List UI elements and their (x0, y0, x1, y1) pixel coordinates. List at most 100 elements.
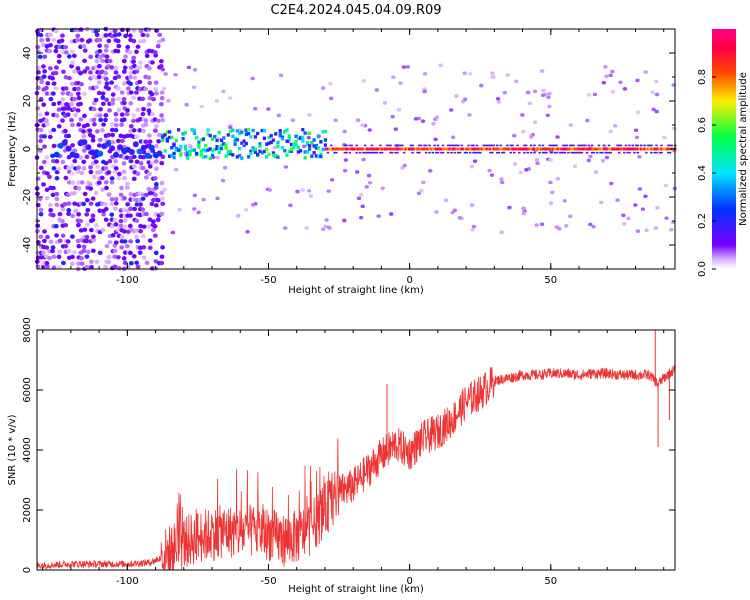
spectrogram-cell (54, 65, 59, 70)
spectrogram-cell (462, 147, 465, 151)
spectrogram-cell (636, 144, 640, 147)
spectrogram-cell (541, 151, 545, 154)
spectrogram-cell (118, 133, 124, 139)
spectrogram-cell (607, 144, 611, 147)
spectrogram-cell (470, 144, 474, 147)
spectrogram-cell (228, 129, 233, 133)
spectrogram-cell (51, 81, 57, 86)
spectrogram-cell (416, 147, 419, 151)
spectrogram-cell (221, 89, 226, 94)
spectrogram-cell (70, 254, 75, 260)
spectrogram-cell (73, 208, 79, 214)
spectrogram-cell (82, 191, 88, 197)
spectrogram-cell (161, 86, 167, 91)
spectrogram-cell (69, 101, 74, 107)
spectrogram-cell (98, 117, 104, 123)
spectrogram-cell (401, 144, 404, 147)
spectrogram-cell (413, 147, 416, 151)
spectrogram-cell (292, 146, 296, 150)
spectrogram-cell (149, 91, 155, 97)
spectrogram-cell (72, 249, 77, 255)
spectrogram-cell (159, 160, 165, 166)
spectrogram-cell (516, 144, 519, 147)
spectrogram-cell (147, 139, 153, 144)
spectrogram-cell (645, 147, 648, 151)
spectrogram-cell (174, 138, 178, 143)
spectrogram-cell (288, 203, 293, 208)
spectrogram-cell (128, 239, 134, 244)
spectrogram-cell (110, 97, 116, 103)
spectrogram-cell (612, 147, 616, 151)
spectrogram-cell (224, 154, 228, 158)
spectrogram-cell (419, 147, 423, 151)
spectrogram-cell (103, 113, 109, 118)
spectrogram-cell (89, 264, 94, 270)
spectrogram-cell (103, 264, 108, 269)
spectrogram-cell (141, 106, 146, 112)
spectrogram-cell (44, 91, 50, 96)
spectrogram-cell (138, 60, 143, 65)
spectrogram-cell (539, 222, 545, 227)
spectrogram-cell (585, 147, 589, 151)
spectrogram-cell (159, 95, 165, 101)
spectrogram-cell (195, 151, 199, 156)
spectrogram-cell (385, 144, 389, 147)
spectrogram-cell (328, 96, 334, 101)
colorbar-tick-label: 0.2 (697, 213, 708, 229)
spectrogram-cell (100, 91, 106, 96)
spectrogram-cell (287, 149, 291, 154)
spectrogram-cell (506, 147, 509, 151)
spectrogram-cell (97, 250, 103, 256)
spectrogram-cell (624, 144, 628, 147)
spectrogram-cell (97, 113, 103, 118)
spectrogram-cell (301, 139, 305, 143)
spectrogram-cell (119, 112, 125, 117)
spectrogram-cell (262, 149, 267, 154)
spectrogram-cell (283, 130, 287, 134)
spectrogram-cell (81, 166, 87, 171)
spectrogram-cell (160, 67, 166, 72)
spectrogram-cell (79, 261, 85, 266)
spectrogram-cell (63, 243, 69, 249)
y-tick-label: 0 (22, 146, 33, 152)
spectrogram-cell (440, 147, 443, 151)
spectrogram-cell (533, 147, 536, 151)
spectrogram-cell (457, 147, 460, 151)
spectrogram-cell (336, 147, 340, 151)
spectrogram-cell (280, 137, 285, 141)
spectrogram-cell (170, 230, 176, 235)
spectrogram-cell (67, 75, 72, 81)
spectrogram-cell (276, 113, 281, 118)
spectrogram-cell (122, 81, 127, 86)
spectrogram-cell (409, 144, 413, 147)
spectrogram-cell (152, 192, 158, 197)
spectrogram-cell (314, 154, 318, 158)
spectrogram-cell (54, 196, 60, 202)
spectrogram-cell (664, 216, 669, 220)
spectrogram-cell (69, 171, 75, 176)
spectrogram-cell (78, 101, 83, 107)
spectrogram-cell (144, 33, 150, 38)
spectrogram-cell (465, 147, 469, 151)
spectrogram-cell (342, 129, 347, 134)
spectrogram-cell (433, 144, 436, 147)
spectrogram-cell (362, 147, 365, 151)
spectrogram-cell (435, 151, 438, 154)
spectrogram-cell (128, 70, 134, 76)
spectrogram-cell (217, 150, 221, 155)
spectrogram-cell (586, 93, 592, 97)
spectrogram-cell (350, 144, 353, 147)
spectrogram-cell (82, 113, 87, 119)
spectrogram-cell (62, 201, 68, 207)
spectrogram-cell (592, 147, 596, 151)
spectrogram-cell (201, 148, 206, 152)
spectrogram-cell (93, 223, 99, 228)
spectrogram-cell (538, 147, 541, 151)
spectrogram-cell (61, 139, 68, 146)
spectrogram-cell (135, 238, 141, 244)
spectrogram-cell (132, 141, 139, 148)
spectrogram-cell (563, 147, 567, 151)
spectrogram-cell (235, 138, 239, 142)
spectrogram-cell (367, 151, 370, 154)
spectrogram-cell (506, 144, 509, 147)
